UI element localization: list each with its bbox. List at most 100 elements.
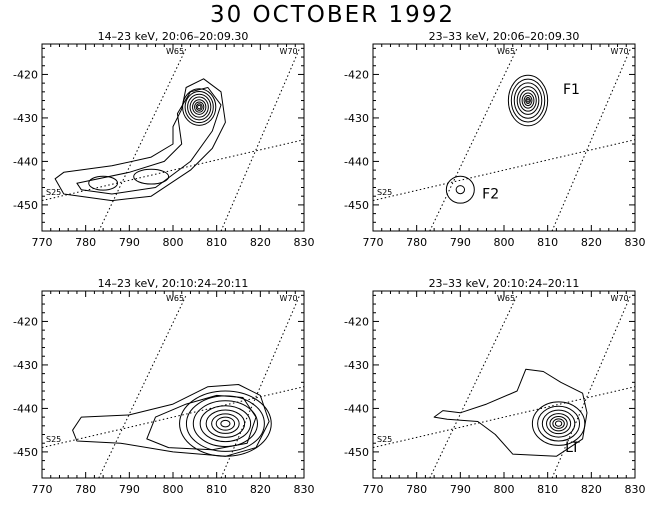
contour-source-0-level-5 xyxy=(521,92,535,109)
grid-line-w65 xyxy=(98,295,187,478)
y-tick-label: -440 xyxy=(344,402,369,415)
y-tick-label: -440 xyxy=(13,155,38,168)
y-tick-label: -430 xyxy=(344,112,369,125)
contour-source-0-level-0 xyxy=(531,401,586,446)
contour-source-0-level-7 xyxy=(197,104,202,110)
contour-source-0-level-5 xyxy=(194,101,205,113)
grid-label-s25: S25 xyxy=(377,188,392,197)
x-tick-label: 820 xyxy=(581,483,602,496)
contour-source-0-level-3 xyxy=(189,96,209,118)
contours xyxy=(54,78,226,202)
x-tick-label: 770 xyxy=(363,236,384,249)
contour-source-0-level-3 xyxy=(546,413,572,435)
contour-envelope-0 xyxy=(433,368,588,457)
panel-bottom-left: W65 W70 S25 770 780 790 800 810 820 830 -420 -430 -4… xyxy=(13,277,314,496)
grid-line-w65 xyxy=(98,48,187,231)
y-tick-label: -450 xyxy=(344,199,369,212)
contour-source-0-level-0 xyxy=(179,390,272,457)
contour-envelope-1 xyxy=(76,87,222,195)
contour-source-1-level-1 xyxy=(455,185,466,195)
contour-source-0-level-1 xyxy=(510,78,546,123)
grid-line-w65 xyxy=(429,295,518,478)
x-tick-label: 830 xyxy=(294,236,315,249)
grid-label-s25: S25 xyxy=(46,435,61,444)
contour-source-0-level-4 xyxy=(519,89,537,112)
x-tick-label: 810 xyxy=(206,236,227,249)
y-tick-label: -430 xyxy=(13,112,38,125)
contour-source-0-level-1 xyxy=(537,405,581,442)
grid-label-w70: W70 xyxy=(611,47,629,56)
y-tick-label: -450 xyxy=(13,446,38,459)
grid-lines xyxy=(373,295,635,478)
contour-source-0-level-0 xyxy=(182,88,217,126)
grid-label-w65: W65 xyxy=(166,47,184,56)
contour-source-0-level-7 xyxy=(525,97,531,105)
contour-source-0-level-8 xyxy=(526,98,530,103)
x-tick-label: 800 xyxy=(163,236,184,249)
x-tick-label: 810 xyxy=(206,483,227,496)
contours xyxy=(72,384,272,457)
contours xyxy=(445,74,549,204)
contour-source-0-level-4 xyxy=(549,415,568,432)
y-tick-label: -420 xyxy=(344,68,369,81)
contour-source-0-level-6 xyxy=(215,416,236,431)
annotation-f1: F1 xyxy=(563,82,580,98)
contour-source-1-level-0 xyxy=(88,175,119,191)
grid-line-w70 xyxy=(551,48,632,231)
contour-source-0-level-3 xyxy=(516,86,540,115)
panel-top-left: W65 W70 S25 770 780 790 800 810 820 830 -420 -430 -4… xyxy=(13,30,314,249)
grid-line-w70 xyxy=(220,48,301,231)
grid-label-w65: W65 xyxy=(166,294,184,303)
panel-title: 23–33 keV, 20:06–20:09.30 xyxy=(429,30,580,43)
panel-bottom-right: W65 W70 S25 LT 770 780 790 800 810 820 830 -420 -430… xyxy=(344,277,645,496)
contour-envelope-0 xyxy=(54,78,226,202)
grid-label-w70: W70 xyxy=(280,294,298,303)
contour-source-0-level-2 xyxy=(187,93,212,121)
contour-envelope-0 xyxy=(72,384,270,457)
plot-frame xyxy=(41,290,305,479)
grid-label-s25: S25 xyxy=(377,435,392,444)
y-tick-label: -440 xyxy=(344,155,369,168)
y-tick-label: -420 xyxy=(13,68,38,81)
x-tick-label: 830 xyxy=(294,483,315,496)
x-tick-label: 820 xyxy=(250,236,271,249)
grid-line-s25 xyxy=(373,386,635,449)
panel-title: 14–23 keV, 20:06–20:09.30 xyxy=(98,30,249,43)
grid-label-w70: W70 xyxy=(280,47,298,56)
x-tick-label: 810 xyxy=(537,483,558,496)
contour-source-0-level-1 xyxy=(185,395,265,452)
y-tick-label: -450 xyxy=(13,199,38,212)
panel-top-right: W65 W70 S25 F1 F2 770 780 790 800 810 820 830 -420 -4… xyxy=(344,30,645,249)
figure-title: 30 OCTOBER 1992 xyxy=(209,2,456,28)
y-tick-label: -420 xyxy=(344,315,369,328)
grid-line-s25 xyxy=(373,139,635,202)
contour-envelope-1 xyxy=(146,394,257,451)
x-tick-label: 810 xyxy=(537,236,558,249)
contour-source-0-level-2 xyxy=(513,82,543,119)
y-tick-label: -450 xyxy=(344,446,369,459)
y-tick-label: -430 xyxy=(13,359,38,372)
x-tick-label: 830 xyxy=(625,236,646,249)
y-tick-label: -420 xyxy=(13,315,38,328)
contour-source-0-level-2 xyxy=(541,409,576,438)
contour-source-0-level-0 xyxy=(507,74,549,127)
x-tick-label: 800 xyxy=(494,236,515,249)
annotation-lt: LT xyxy=(565,440,580,456)
contours xyxy=(433,368,588,457)
grid-label-w70: W70 xyxy=(611,294,629,303)
contour-source-0-level-3 xyxy=(199,405,252,443)
x-tick-label: 790 xyxy=(450,483,471,496)
contour-source-0-level-5 xyxy=(552,418,565,429)
grid-lines xyxy=(42,295,304,478)
x-tick-label: 770 xyxy=(363,483,384,496)
x-tick-label: 780 xyxy=(406,236,427,249)
grid-line-w65 xyxy=(429,48,518,231)
contour-source-0-level-6 xyxy=(195,103,203,111)
x-tick-label: 790 xyxy=(450,236,471,249)
x-tick-label: 770 xyxy=(32,483,53,496)
x-tick-label: 790 xyxy=(119,483,140,496)
contour-source-0-level-2 xyxy=(192,400,258,447)
contour-source-0-level-7 xyxy=(220,419,231,428)
x-tick-label: 780 xyxy=(75,236,96,249)
